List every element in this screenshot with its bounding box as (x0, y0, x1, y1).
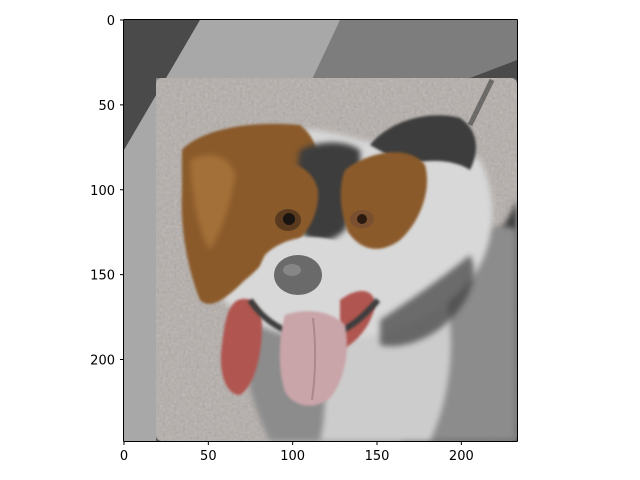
axes-frame (123, 19, 518, 442)
left-eye-pupil (283, 213, 295, 225)
mouth-left (220, 298, 262, 395)
collar-shadow (380, 255, 474, 347)
leash (467, 78, 495, 127)
y-axis: 0 50 100 150 200 (90, 14, 124, 369)
frame-light-wedge (124, 20, 517, 441)
x-tick-label: 0 (120, 449, 128, 464)
x-tick-label: 200 (449, 449, 474, 464)
y-tick-label: 200 (90, 354, 115, 369)
left-ear-highlight (190, 155, 235, 250)
nose (274, 255, 322, 295)
tongue-crease (311, 317, 317, 401)
image-panel (124, 20, 517, 441)
x-tick-label: 50 (200, 449, 217, 464)
x-tick-label: 150 (365, 449, 390, 464)
y-tick-label: 0 (107, 14, 115, 29)
right-eye-pupil (357, 214, 367, 224)
y-tick-label: 100 (90, 184, 115, 199)
y-tick-label: 50 (98, 99, 115, 114)
y-tick-label: 150 (90, 269, 115, 284)
face-brown-left (242, 161, 319, 252)
x-tick-label: 100 (280, 449, 305, 464)
nose-highlight (283, 264, 301, 276)
tongue (279, 311, 347, 406)
x-axis: 0 50 100 150 200 (120, 441, 474, 464)
